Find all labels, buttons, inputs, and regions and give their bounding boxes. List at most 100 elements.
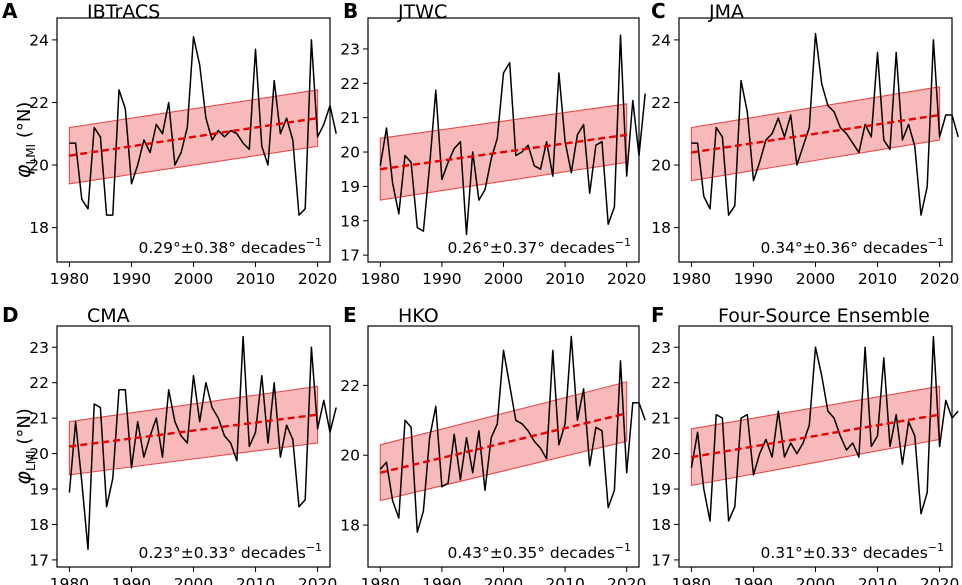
y-tick-label: 22: [340, 75, 360, 93]
y-tick-label: 18: [340, 212, 360, 230]
y-tick-label: 22: [29, 94, 49, 112]
y-tick-label: 22: [651, 374, 671, 392]
y-tick-label: 19: [340, 178, 360, 196]
panel-title: HKO: [398, 305, 439, 327]
x-tick-label: 2000: [174, 270, 213, 288]
x-tick-label: 1990: [112, 270, 151, 288]
x-tick-label: 2010: [236, 575, 275, 585]
panel-d: 1980 1990 2000 2010 2020 17 18 19 20 21 22 23 D CMA 0.…: [2, 303, 337, 585]
y-tick-label: 18: [651, 516, 671, 534]
panel-letter: A: [2, 0, 18, 23]
y-tick-label: 20: [651, 445, 671, 463]
y-tick-label: 22: [651, 94, 671, 112]
x-tick-label: 1990: [734, 575, 773, 585]
trend-annotation: 0.29°±0.38° decades−1: [138, 236, 322, 257]
panel-letter: E: [343, 303, 357, 327]
x-tick-label: 2010: [545, 270, 584, 288]
panel-title: CMA: [87, 305, 130, 327]
y-tick-label: 24: [29, 31, 49, 49]
x-tick-label: 2000: [796, 270, 835, 288]
series-line-observed: [379, 34, 646, 236]
panel-letter: B: [343, 0, 358, 23]
y-tick-label: 17: [340, 247, 360, 265]
panel-letter: C: [651, 0, 666, 23]
x-tick-label: 1980: [50, 575, 89, 585]
panel-a: 1980 1990 2000 2010 2020 18 20 22 24 A IBTrACS 0.29…: [2, 0, 337, 288]
panel-c: 1980 1990 2000 2010 2020 18 20 22 24 C JMA 0.34°±0.…: [651, 0, 959, 288]
series-line-observed: [69, 36, 337, 216]
y-tick-label: 20: [340, 144, 360, 162]
uncertainty-band: [379, 381, 628, 502]
x-tick-label: 2010: [236, 270, 275, 288]
series-line-observed: [690, 335, 959, 522]
x-tick-label: 1980: [672, 270, 711, 288]
trend-line: [69, 413, 318, 448]
panel-b: 1980 1990 2000 2010 2020 17 18 19 20 21 22 23 B JTWC 0…: [340, 0, 646, 288]
y-tick-label: 20: [340, 447, 360, 465]
series-line-observed: [691, 32, 959, 216]
series-line-observed: [68, 335, 337, 551]
y-tick-label: 20: [29, 157, 49, 175]
y-tick-label: 24: [651, 31, 671, 49]
panel-title: Four-Source Ensemble: [718, 305, 930, 327]
x-tick-label: 2020: [298, 575, 337, 585]
x-tick-label: 2020: [920, 270, 959, 288]
y-axis-label: φLMI (°N): [11, 408, 38, 485]
y-tick-label: 20: [29, 445, 49, 463]
x-tick-label: 1980: [361, 270, 400, 288]
trend-annotation: 0.26°±0.37° decades−1: [447, 236, 631, 257]
y-axis-label: φLMI (°N): [11, 102, 38, 179]
y-tick-label: 23: [651, 339, 671, 357]
y-tick-label: 22: [340, 377, 360, 395]
x-tick-label: 1980: [361, 575, 400, 585]
trend-line: [380, 133, 627, 171]
x-tick-label: 1980: [672, 575, 711, 585]
trend-line: [691, 113, 940, 154]
x-tick-label: 2000: [174, 575, 213, 585]
trend-line: [69, 116, 318, 157]
x-tick-label: 2010: [545, 575, 584, 585]
panel-letter: F: [651, 303, 665, 327]
x-tick-label: 2020: [920, 575, 959, 585]
x-tick-label: 1990: [112, 575, 151, 585]
y-tick-label: 22: [29, 374, 49, 392]
y-tick-label: 19: [29, 481, 49, 499]
trend-line: [691, 413, 940, 459]
y-tick-label: 20: [651, 157, 671, 175]
panel-f: 1980 1990 2000 2010 2020 17 18 19 20 21 22 23 F Four-…: [651, 303, 959, 585]
x-tick-label: 1980: [50, 270, 89, 288]
y-tick-label: 18: [340, 517, 360, 535]
trend-line: [380, 412, 627, 474]
trend-annotation: 0.23°±0.33° decades−1: [138, 541, 322, 562]
x-tick-label: 2010: [858, 270, 897, 288]
y-tick-label: 21: [29, 410, 49, 428]
trend-annotation: 0.31°±0.33° decades−1: [760, 541, 944, 562]
x-tick-label: 2020: [298, 270, 337, 288]
y-tick-label: 21: [340, 109, 360, 127]
y-tick-label: 18: [29, 516, 49, 534]
x-tick-label: 1990: [734, 270, 773, 288]
y-tick-label: 19: [651, 481, 671, 499]
y-tick-label: 18: [29, 219, 49, 237]
trend-annotation: 0.43°±0.35° decades−1: [447, 541, 631, 562]
y-tick-label: 18: [651, 219, 671, 237]
y-tick-label: 17: [651, 551, 671, 569]
panel-title: JTWC: [397, 1, 447, 23]
panel-e: 1980 1990 2000 2010 2020 18 20 22 E HKO 0.43°±0.35…: [340, 303, 646, 585]
x-tick-label: 2000: [796, 575, 835, 585]
x-tick-label: 2000: [484, 575, 523, 585]
trend-annotation: 0.34°±0.36° decades−1: [760, 236, 944, 257]
y-tick-label: 21: [651, 410, 671, 428]
x-tick-label: 2010: [858, 575, 897, 585]
series-line-observed: [379, 335, 646, 533]
y-tick-label: 23: [29, 339, 49, 357]
y-tick-label: 23: [340, 40, 360, 58]
x-tick-label: 1990: [422, 270, 461, 288]
x-tick-label: 1990: [422, 575, 461, 585]
x-tick-label: 2020: [607, 575, 646, 585]
panel-title: IBTrACS: [87, 1, 160, 23]
panel-title: JMA: [708, 1, 744, 23]
panel-letter: D: [2, 303, 19, 327]
y-tick-label: 17: [29, 551, 49, 569]
